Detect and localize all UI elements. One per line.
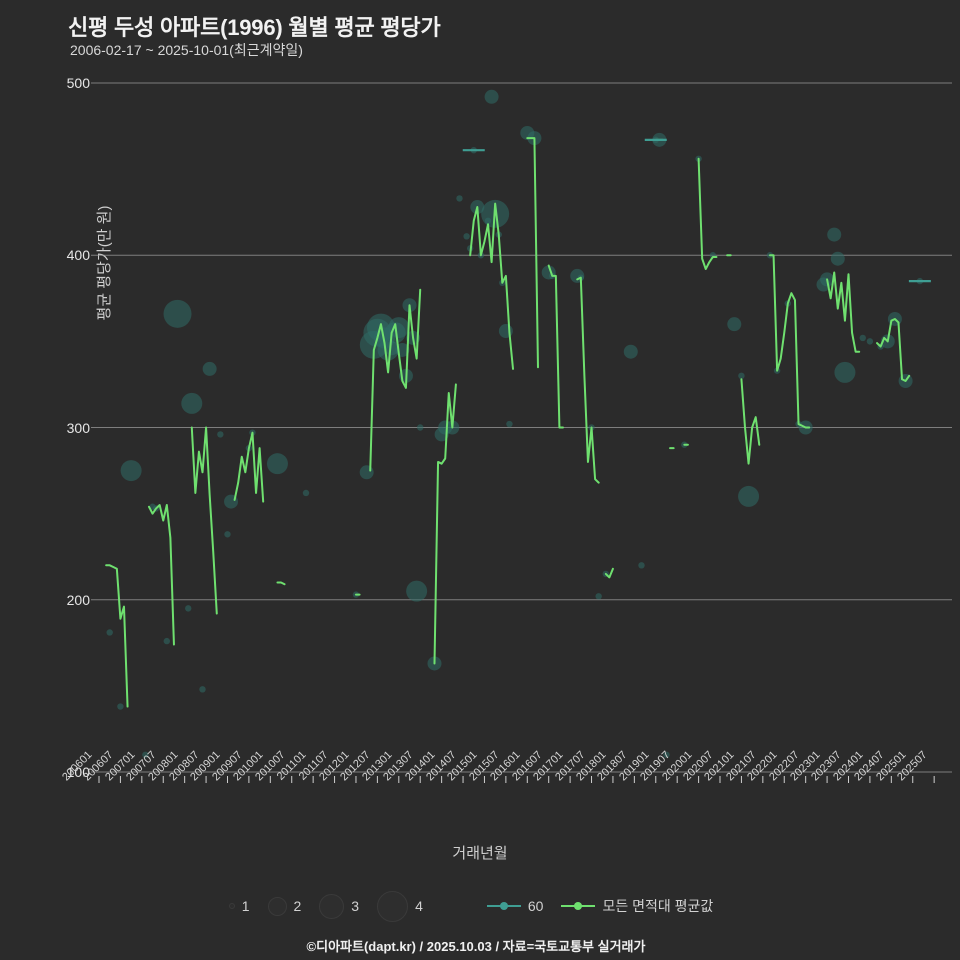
data-bubble [202,361,217,376]
data-bubble [199,686,206,693]
data-bubble [834,361,856,383]
legend-series-60-label: 60 [527,898,544,914]
line-path [105,564,129,708]
line-path [604,567,614,579]
line-path [526,137,539,369]
data-bubble [638,562,645,569]
data-bubble [106,629,113,636]
y-tick-label: 200 [66,591,90,608]
legend-bubble-icon [267,896,287,916]
legend-bubble-icon [319,893,345,919]
data-bubble [506,420,513,428]
legend-size-2-label: 2 [293,898,302,914]
line-path [147,504,175,646]
data-bubble [302,489,310,497]
legend-size-4: 4 [377,890,423,922]
data-bubble [142,751,149,758]
page-title: 신평 두성 아파트(1996) 월별 평균 평당가 [68,15,441,40]
data-bubble [663,751,670,758]
data-bubble [859,334,866,342]
chart-subtitle: 2006-02-17 ~ 2025-10-01(최근계약일) [70,42,303,58]
line-path [697,157,718,271]
data-bubble [827,227,842,242]
legend-series-60[interactable]: 60 [486,898,544,914]
data-bubble [388,317,410,339]
data-bubble [738,372,745,380]
y-tick-label: 500 [66,75,90,91]
y-tick-label: 400 [66,247,90,264]
data-bubble [185,605,192,612]
legend-size-2: 2 [267,896,302,916]
line-series-all [105,137,911,708]
line-path [433,383,457,665]
legend-series-all[interactable]: 모든 면적대 평균값 [561,896,713,916]
y-tick-label: 300 [66,419,90,436]
legend-size-1: 1 [228,898,250,914]
line-path [876,317,911,382]
x-axis-title: 거래년월 [452,845,508,862]
legend-size-3-label: 3 [351,898,360,914]
data-bubble [359,465,374,480]
data-bubble [417,424,424,431]
footer: ©디아파트(dapt.kr) / 2025.10.03 / 자료=국토교통부 실… [0,936,960,955]
legend-size-3: 3 [319,893,360,919]
data-bubble [498,324,513,339]
line-path [826,271,861,353]
line-path [469,202,515,370]
data-bubble [181,392,203,414]
data-bubble [738,485,760,507]
data-bubble [456,195,463,202]
data-bubble [384,341,399,356]
legend-bubble-icon [228,903,235,909]
data-bubble [727,317,742,332]
data-bubble [866,338,874,345]
chart-canvas [91,82,952,783]
data-bubble [163,299,192,328]
legend-series-all-label: 모든 면적대 평균값 [602,898,714,914]
data-bubble [163,637,171,645]
line-path [576,276,600,484]
data-bubble [595,593,602,600]
line-path [768,254,811,429]
chart-legend: 1 2 3 4 60 모든 면적대 평균값 [0,890,960,922]
legend-size-1-label: 1 [241,898,250,914]
line-series-60 [462,138,931,283]
line-path [276,581,286,586]
data-bubble [484,89,499,104]
data-bubble [117,703,124,710]
y-axis-ticks: 100 200 300 400 500 [50,75,90,780]
data-bubble [120,460,142,482]
line-path [369,288,422,472]
line-path [233,431,265,503]
line-path [740,378,761,465]
data-bubble [623,344,638,359]
footer-text: ©디아파트(dapt.kr) / 2025.10.03 / 자료=국토교통부 실… [306,939,646,954]
x-axis-tick-labels: 200601 200607 200701 200707 200801 200807 2009… [60,749,952,840]
line-path [547,264,564,429]
data-bubble [224,531,231,538]
bubble-layer [106,89,924,758]
legend-size-4-label: 4 [415,898,423,914]
plot-area: 평균 평당가(만 원) [91,82,952,783]
legend-bubble-icon [377,890,409,922]
line-path [190,426,218,615]
y-tick-label: 100 [66,764,90,780]
data-bubble [406,580,428,602]
data-bubble [463,233,470,240]
data-bubble [830,251,845,266]
data-bubble [217,431,224,438]
data-bubble [266,453,288,475]
